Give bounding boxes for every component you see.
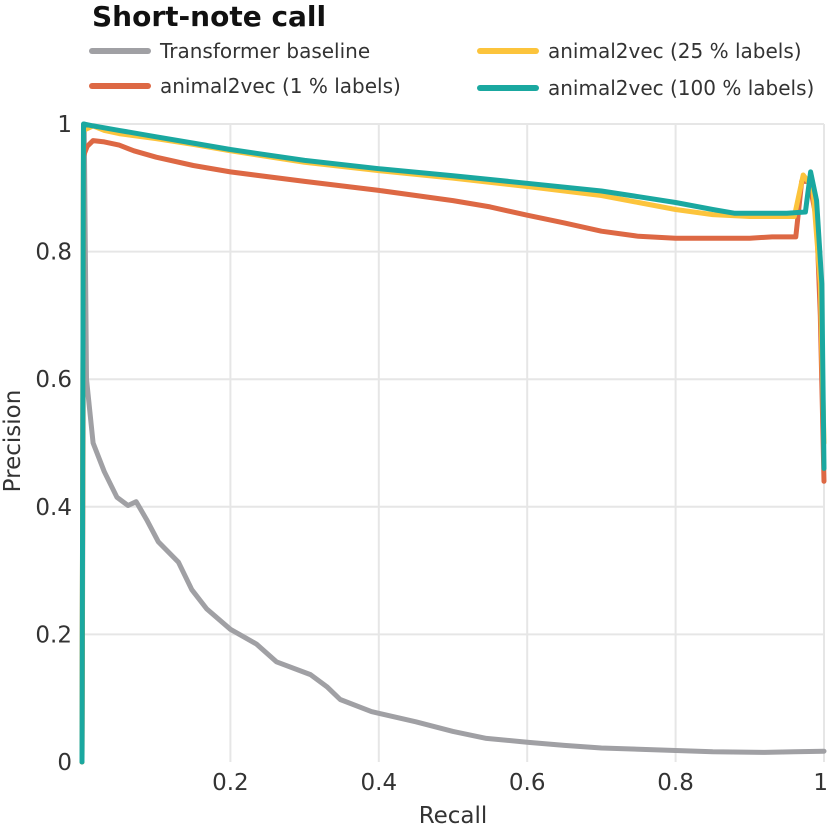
y-tick-label: 0.6 xyxy=(35,367,72,393)
legend-label: animal2vec (1 % labels) xyxy=(160,74,401,98)
series-line-1 xyxy=(79,138,827,765)
grid xyxy=(82,123,825,762)
y-tick-label: 0.8 xyxy=(35,240,72,266)
x-tick-label: 1 xyxy=(813,770,828,796)
y-tick-label: 0.4 xyxy=(35,495,72,521)
x-axis-label: Recall xyxy=(419,803,488,826)
y-axis-label: Precision xyxy=(0,390,26,493)
series-line-3 xyxy=(79,121,827,765)
series-line-2 xyxy=(79,123,827,765)
series-line-0 xyxy=(79,121,827,765)
chart-title: Short-note call xyxy=(92,0,326,33)
x-tick-label: 0.2 xyxy=(212,770,249,796)
y-tick-label: 0.2 xyxy=(35,622,72,648)
x-tick-label: 0.4 xyxy=(361,770,398,796)
y-tick-label: 1 xyxy=(57,112,72,138)
legend-label: animal2vec (100 % labels) xyxy=(548,76,814,100)
y-tick-label: 0 xyxy=(57,750,72,776)
series-layer xyxy=(79,121,827,765)
legend: Transformer baseline animal2vec (1 % labe… xyxy=(89,39,814,100)
x-tick-label: 0.6 xyxy=(509,770,546,796)
legend-label: Transformer baseline xyxy=(159,39,370,63)
legend-label: animal2vec (25 % labels) xyxy=(548,39,802,63)
tick-labels: 0.2 0.4 0.6 0.8 1 0 0.2 0.4 0.6 0.8 1 xyxy=(35,112,828,796)
x-tick-label: 0.8 xyxy=(657,770,694,796)
